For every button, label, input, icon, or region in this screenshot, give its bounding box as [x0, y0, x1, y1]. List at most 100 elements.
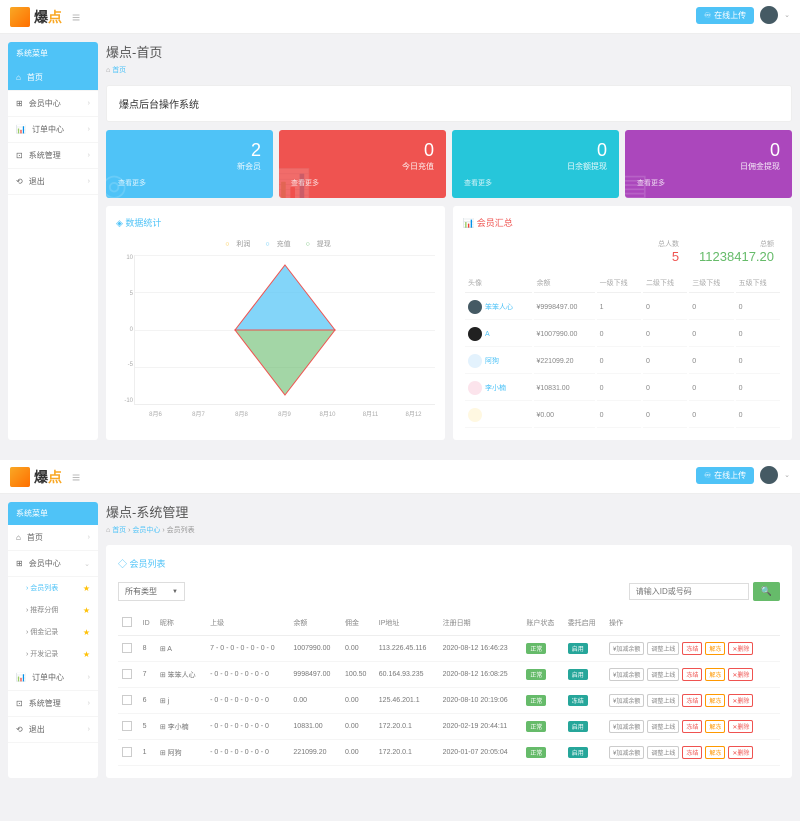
- sidebar-item[interactable]: ⌂首页: [8, 65, 98, 91]
- chart-legend: ○ 利润○ 充值○ 提现: [116, 239, 435, 249]
- breadcrumb: ⌂ 首页 › 会员中心 › 会员列表: [106, 525, 792, 535]
- action-button[interactable]: ✕删除: [728, 694, 753, 707]
- logo-icon: [10, 467, 30, 487]
- status-badge: 正常: [526, 695, 546, 706]
- sidebar-item[interactable]: 📊订单中心›: [8, 117, 98, 143]
- action-button[interactable]: ¥加减余额: [609, 642, 644, 655]
- logo[interactable]: 爆点: [10, 7, 62, 27]
- row-checkbox[interactable]: [122, 747, 132, 757]
- logo-text: 爆点: [34, 7, 62, 27]
- row-checkbox[interactable]: [122, 721, 132, 731]
- action-button[interactable]: ¥加减余额: [609, 668, 644, 681]
- stat-footer: 查看更多: [291, 178, 434, 188]
- sidebar-label: 订单中心: [32, 124, 64, 135]
- sidebar-label: 系统管理: [29, 150, 61, 161]
- stat-card[interactable]: ▤0日佣金提现查看更多: [625, 130, 792, 198]
- action-button[interactable]: ✕删除: [728, 720, 753, 733]
- row-checkbox[interactable]: [122, 669, 132, 679]
- action-button[interactable]: 冻结: [682, 746, 702, 759]
- sidebar-item[interactable]: ⊞会员中心⌄: [8, 551, 98, 577]
- sidebar-item[interactable]: ⟲退出›: [8, 717, 98, 743]
- chart-diamond: [230, 260, 340, 400]
- dropdown-icon[interactable]: ⌄: [784, 11, 790, 19]
- action-button[interactable]: 调整上线: [647, 668, 679, 681]
- table-row: 5 ⊞ 李小楠 - 0 - 0 - 0 - 0 - 0 - 010831.000…: [118, 714, 780, 740]
- action-button[interactable]: 冻结: [682, 668, 702, 681]
- menu-toggle-icon[interactable]: ≡: [72, 469, 80, 485]
- menu-toggle-icon[interactable]: ≡: [72, 9, 80, 25]
- list-panel: ◇ 会员列表 所有类型▼ 🔍 ID昵称上级余额佣金IP地址注册日期账户状态委托启…: [106, 545, 792, 778]
- user-avatar[interactable]: [760, 466, 778, 484]
- action-button[interactable]: 解冻: [705, 746, 725, 759]
- stat-card[interactable]: 0日余额提现查看更多: [452, 130, 619, 198]
- action-button[interactable]: 调整上线: [647, 746, 679, 759]
- stat-number: 2: [118, 140, 261, 161]
- sidebar-item[interactable]: ⊞会员中心›: [8, 91, 98, 117]
- stat-label: 日佣金提现: [637, 161, 780, 172]
- action-button[interactable]: ¥加减余额: [609, 720, 644, 733]
- type-select[interactable]: 所有类型▼: [118, 582, 185, 601]
- sidebar-icon: ⌂: [16, 533, 21, 542]
- sidebar-subitem[interactable]: › 推荐分佣★: [8, 599, 98, 621]
- search-button[interactable]: 🔍: [753, 582, 780, 601]
- table-row: 李小楠¥10831.000000: [465, 376, 780, 401]
- member-table: 头像余额一级下线二级下线三级下线五级下线 笨笨人心¥9998497.001000…: [463, 272, 782, 430]
- sidebar-subitem[interactable]: › 会员列表★: [8, 577, 98, 599]
- action-button[interactable]: ¥加减余额: [609, 694, 644, 707]
- table-row: 笨笨人心¥9998497.001000: [465, 295, 780, 320]
- sidebar: 系统菜单 ⌂首页›⊞会员中心⌄› 会员列表★› 推荐分佣★› 佣金记录★› 开发…: [8, 502, 98, 778]
- action-button[interactable]: 调整上线: [647, 720, 679, 733]
- legend-item: ○ 充值: [260, 241, 290, 248]
- stat-card[interactable]: ◎2新会员查看更多: [106, 130, 273, 198]
- action-button[interactable]: ✕删除: [728, 668, 753, 681]
- row-checkbox[interactable]: [122, 643, 132, 653]
- system-banner: 爆点后台操作系统: [106, 85, 792, 122]
- action-button[interactable]: ✕删除: [728, 642, 753, 655]
- table-row: 阿狗¥221099.200000: [465, 349, 780, 374]
- action-button[interactable]: ✕删除: [728, 746, 753, 759]
- action-button[interactable]: 解冻: [705, 642, 725, 655]
- chart-title: ◈ 数据统计: [116, 216, 435, 229]
- total-money: 11238417.20: [699, 249, 774, 264]
- sidebar: 系统菜单 ⌂首页⊞会员中心›📊订单中心›⊡系统管理›⟲退出›: [8, 42, 98, 440]
- action-button[interactable]: 解冻: [705, 720, 725, 733]
- members-panel: 📊 会员汇总 总人数5 总额11238417.20 头像余额一级下线二级下线三级…: [453, 206, 792, 440]
- sidebar-label: 会员中心: [29, 98, 61, 109]
- stat-footer: 查看更多: [118, 178, 261, 188]
- action-button[interactable]: 解冻: [705, 668, 725, 681]
- sidebar-icon: ⌂: [16, 73, 21, 82]
- sidebar-subitem[interactable]: › 开发记录★: [8, 643, 98, 665]
- action-button[interactable]: 调整上线: [647, 642, 679, 655]
- upload-button[interactable]: ♾ 在线上传: [696, 467, 754, 484]
- checkbox-all[interactable]: [122, 617, 132, 627]
- chart-area: 1050-5-10: [134, 255, 435, 405]
- action-button[interactable]: 调整上线: [647, 694, 679, 707]
- user-avatar[interactable]: [760, 6, 778, 24]
- search-input[interactable]: [629, 583, 749, 600]
- sidebar-item[interactable]: ⌂首页›: [8, 525, 98, 551]
- action-button[interactable]: 冻结: [682, 642, 702, 655]
- action-button[interactable]: ¥加减余额: [609, 746, 644, 759]
- stat-number: 0: [464, 140, 607, 161]
- sidebar-label: 退出: [29, 724, 45, 735]
- sidebar-icon: ⊡: [16, 699, 23, 708]
- sidebar-item[interactable]: 📊订单中心›: [8, 665, 98, 691]
- sidebar-item[interactable]: ⊡系统管理›: [8, 691, 98, 717]
- sidebar-subitem[interactable]: › 佣金记录★: [8, 621, 98, 643]
- logo[interactable]: 爆点: [10, 467, 62, 487]
- stat-card[interactable]: 📊0今日充值查看更多: [279, 130, 446, 198]
- top-bar: 爆点 ≡ ♾ 在线上传 ⌄: [0, 0, 800, 34]
- upload-button[interactable]: ♾ 在线上传: [696, 7, 754, 24]
- status-badge: 正常: [526, 643, 546, 654]
- action-button[interactable]: 冻结: [682, 694, 702, 707]
- sidebar-item[interactable]: ⊡系统管理›: [8, 143, 98, 169]
- dropdown-icon[interactable]: ⌄: [784, 471, 790, 479]
- action-button[interactable]: 冻结: [682, 720, 702, 733]
- row-checkbox[interactable]: [122, 695, 132, 705]
- top-bar: 爆点 ≡ ♾ 在线上传 ⌄: [0, 460, 800, 494]
- action-button[interactable]: 解冻: [705, 694, 725, 707]
- stat-footer: 查看更多: [637, 178, 780, 188]
- sidebar-icon: ⊞: [16, 559, 23, 568]
- breadcrumb: ⌂ 首页: [106, 65, 792, 75]
- sidebar-item[interactable]: ⟲退出›: [8, 169, 98, 195]
